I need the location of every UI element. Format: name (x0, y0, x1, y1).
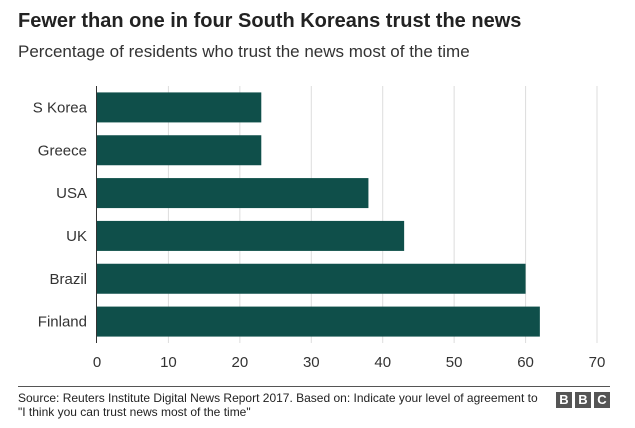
footer-divider (18, 386, 610, 387)
x-tick-label: 20 (232, 354, 249, 371)
bar-usa (97, 178, 369, 209)
category-label: Greece (38, 142, 87, 159)
source-note: Source: Reuters Institute Digital News R… (18, 391, 538, 419)
chart-subtitle: Percentage of residents who trust the ne… (18, 42, 470, 61)
x-tick-label: 70 (589, 354, 606, 371)
logo-letter-b1: B (556, 392, 572, 408)
bar-s-korea (97, 92, 262, 123)
bar-finland (97, 306, 540, 337)
logo-letter-b2: B (575, 392, 591, 408)
x-tick-label: 60 (517, 354, 534, 371)
bar-uk (97, 220, 405, 251)
bar-greece (97, 135, 262, 166)
category-label: S Korea (33, 99, 88, 116)
x-tick-label: 0 (93, 354, 101, 371)
x-tick-label: 10 (160, 354, 177, 371)
category-label: Brazil (49, 271, 87, 288)
x-tick-label: 40 (374, 354, 391, 371)
bbc-logo: B B C (556, 392, 610, 408)
bar-brazil (97, 263, 526, 294)
logo-letter-c: C (594, 392, 610, 408)
category-label: USA (56, 185, 87, 202)
x-tick-label: 30 (303, 354, 320, 371)
category-label: UK (66, 228, 87, 245)
x-tick-label: 50 (446, 354, 463, 371)
chart-title: Fewer than one in four South Koreans tru… (18, 10, 522, 32)
category-label: Finland (38, 314, 87, 331)
bar-chart: S Korea Greece USA UK Brazil Finland 0 10 20 30 40… (33, 86, 606, 371)
